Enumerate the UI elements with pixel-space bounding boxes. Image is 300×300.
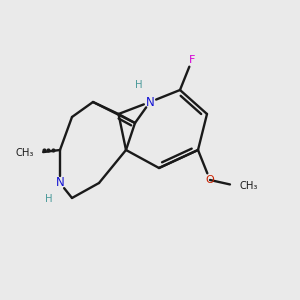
Text: N: N	[56, 176, 64, 190]
Text: N: N	[146, 95, 154, 109]
Text: H: H	[45, 194, 52, 204]
Text: O: O	[206, 175, 214, 185]
Text: CH₃: CH₃	[239, 181, 258, 191]
Text: CH₃: CH₃	[15, 148, 34, 158]
Text: H: H	[135, 80, 142, 90]
Text: F: F	[189, 55, 195, 65]
